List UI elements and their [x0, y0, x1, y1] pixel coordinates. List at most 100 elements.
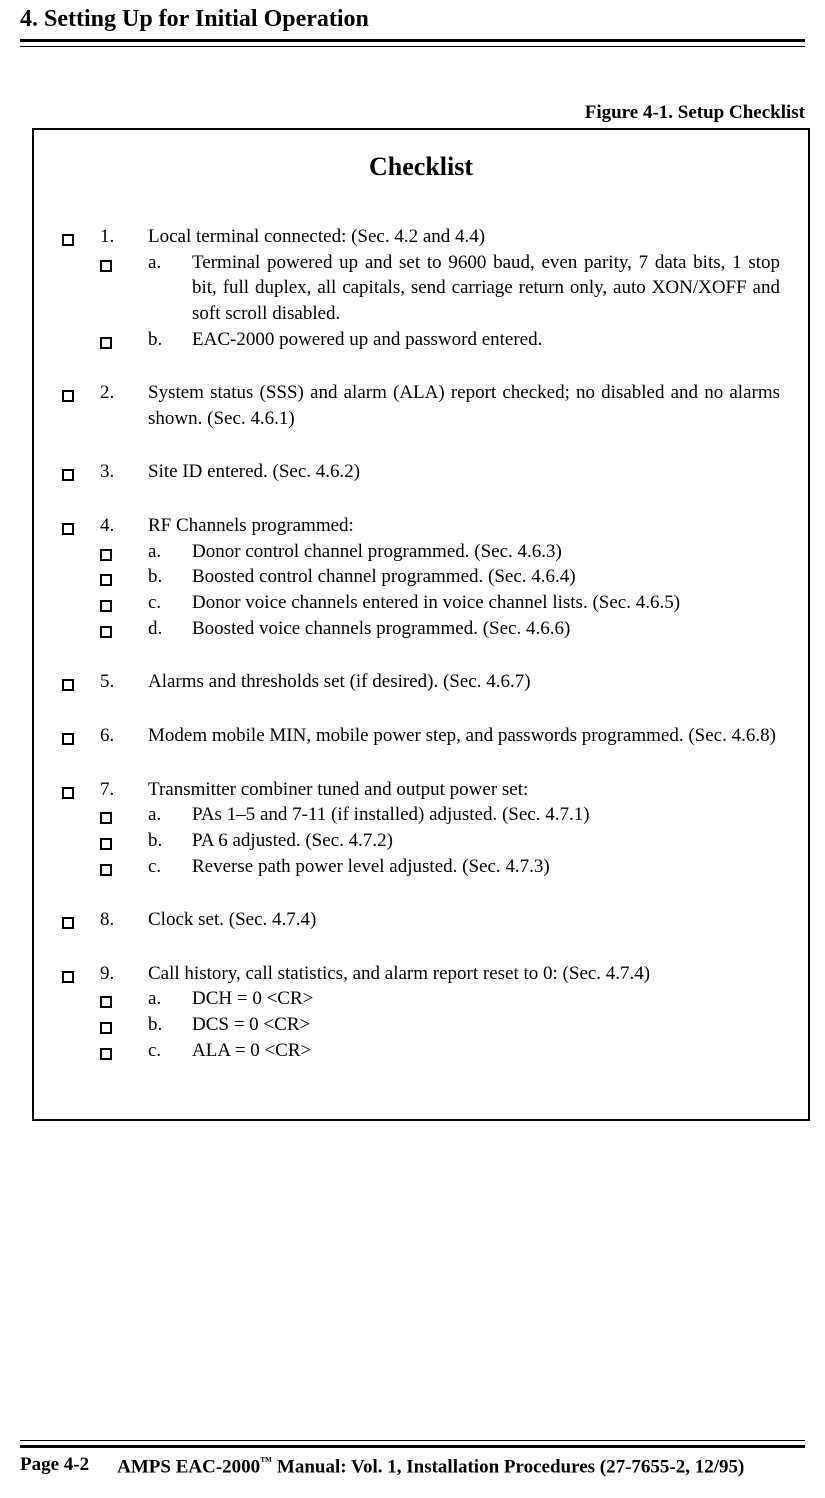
checkbox-icon[interactable] [100, 260, 112, 272]
subitem-letter: b. [148, 327, 192, 353]
checkbox-cell [62, 513, 100, 539]
checkbox-icon[interactable] [62, 234, 74, 246]
checklist-item: 9.Call history, call statistics, and ala… [62, 961, 780, 987]
checklist-item: 8.Clock set. (Sec. 4.7.4) [62, 907, 780, 933]
footer-text: Page 4-2 AMPS EAC-2000™ Manual: Vol. 1, … [20, 1454, 805, 1478]
checklist-item: 7.Transmitter combiner tuned and output … [62, 777, 780, 803]
subitem-letter: c. [148, 590, 192, 616]
checkbox-icon[interactable] [100, 549, 112, 561]
checkbox-icon[interactable] [62, 917, 74, 929]
checkbox-icon[interactable] [100, 812, 112, 824]
subitem-letter: a. [148, 250, 192, 276]
subitem-letter: b. [148, 1012, 192, 1038]
checkbox-icon[interactable] [62, 469, 74, 481]
checkbox-cell [100, 539, 148, 565]
subitem-letter: a. [148, 802, 192, 828]
checklist-subitem: a.Terminal powered up and set to 9600 ba… [62, 250, 780, 327]
item-number: 7. [100, 777, 148, 803]
checkbox-cell [100, 828, 148, 854]
checklist-item: 5.Alarms and thresholds set (if desired)… [62, 669, 780, 695]
checkbox-icon[interactable] [100, 996, 112, 1008]
item-text: Local terminal connected: (Sec. 4.2 and … [148, 224, 780, 250]
checkbox-icon[interactable] [100, 600, 112, 612]
checklist-subitem: c.Reverse path power level adjusted. (Se… [62, 854, 780, 880]
checkbox-cell [100, 802, 148, 828]
checkbox-cell [62, 380, 100, 406]
checklist-content: 1.Local terminal connected: (Sec. 4.2 an… [62, 224, 780, 1063]
checklist-item: 4.RF Channels programmed: [62, 513, 780, 539]
checkbox-cell [62, 669, 100, 695]
checkbox-icon[interactable] [100, 1048, 112, 1060]
subitem-text: Boosted control channel programmed. (Sec… [192, 564, 780, 590]
subitem-text: PA 6 adjusted. (Sec. 4.7.2) [192, 828, 780, 854]
subitem-letter: b. [148, 564, 192, 590]
section-header: 4. Setting Up for Initial Operation [20, 0, 805, 37]
page: 4. Setting Up for Initial Operation Figu… [0, 0, 825, 1498]
item-text: Alarms and thresholds set (if desired). … [148, 669, 780, 695]
item-number: 8. [100, 907, 148, 933]
checkbox-cell [100, 250, 148, 276]
checklist-item: 2.System status (SSS) and alarm (ALA) re… [62, 380, 780, 431]
header-rule [20, 39, 805, 47]
checkbox-icon[interactable] [100, 574, 112, 586]
checkbox-icon[interactable] [62, 390, 74, 402]
checklist-item: 1.Local terminal connected: (Sec. 4.2 an… [62, 224, 780, 250]
checklist-group: 9.Call history, call statistics, and ala… [62, 961, 780, 1064]
subitem-letter: c. [148, 854, 192, 880]
item-number: 3. [100, 459, 148, 485]
subitem-text: ALA = 0 <CR> [192, 1038, 780, 1064]
item-text: RF Channels programmed: [148, 513, 780, 539]
checkbox-icon[interactable] [62, 787, 74, 799]
checkbox-icon[interactable] [62, 523, 74, 535]
subitem-text: Boosted voice channels programmed. (Sec.… [192, 616, 780, 642]
checklist-subitem: b.DCS = 0 <CR> [62, 1012, 780, 1038]
checklist-title: Checklist [62, 152, 780, 182]
checklist-group: 5.Alarms and thresholds set (if desired)… [62, 669, 780, 695]
checkbox-cell [62, 723, 100, 749]
checklist-subitem: c.Donor voice channels entered in voice … [62, 590, 780, 616]
item-number: 4. [100, 513, 148, 539]
checklist-group: 3.Site ID entered. (Sec. 4.6.2) [62, 459, 780, 485]
figure-caption: Figure 4-1. Setup Checklist [20, 102, 805, 124]
subitem-letter: b. [148, 828, 192, 854]
checkbox-icon[interactable] [62, 971, 74, 983]
subitem-letter: a. [148, 539, 192, 565]
checkbox-cell [100, 327, 148, 353]
checkbox-cell [62, 459, 100, 485]
checklist-subitem: c.ALA = 0 <CR> [62, 1038, 780, 1064]
checkbox-icon[interactable] [100, 838, 112, 850]
item-number: 1. [100, 224, 148, 250]
checkbox-icon[interactable] [62, 679, 74, 691]
checklist-item: 3.Site ID entered. (Sec. 4.6.2) [62, 459, 780, 485]
checkbox-cell [100, 1038, 148, 1064]
item-text: System status (SSS) and alarm (ALA) repo… [148, 380, 780, 431]
checklist-box: Checklist 1.Local terminal connected: (S… [32, 128, 810, 1121]
subitem-letter: a. [148, 986, 192, 1012]
checkbox-cell [62, 961, 100, 987]
checkbox-cell [62, 907, 100, 933]
checkbox-icon[interactable] [100, 864, 112, 876]
footer-rule [20, 1440, 805, 1448]
checkbox-icon[interactable] [100, 337, 112, 349]
footer-page: Page 4-2 [20, 1454, 89, 1478]
item-number: 5. [100, 669, 148, 695]
subitem-letter: d. [148, 616, 192, 642]
checklist-subitem: a.PAs 1–5 and 7-11 (if installed) adjust… [62, 802, 780, 828]
item-text: Transmitter combiner tuned and output po… [148, 777, 780, 803]
subitem-text: Terminal powered up and set to 9600 baud… [192, 250, 780, 327]
checklist-group: 1.Local terminal connected: (Sec. 4.2 an… [62, 224, 780, 352]
checkbox-icon[interactable] [100, 626, 112, 638]
subitem-text: Donor voice channels entered in voice ch… [192, 590, 780, 616]
checkbox-icon[interactable] [100, 1022, 112, 1034]
checklist-subitem: a.DCH = 0 <CR> [62, 986, 780, 1012]
checkbox-icon[interactable] [62, 733, 74, 745]
item-number: 9. [100, 961, 148, 987]
checkbox-cell [100, 564, 148, 590]
checklist-item: 6.Modem mobile MIN, mobile power step, a… [62, 723, 780, 749]
footer-manual: AMPS EAC-2000™ Manual: Vol. 1, Installat… [117, 1454, 744, 1478]
checkbox-cell [62, 777, 100, 803]
item-text: Call history, call statistics, and alarm… [148, 961, 780, 987]
checklist-group: 7.Transmitter combiner tuned and output … [62, 777, 780, 880]
checkbox-cell [100, 590, 148, 616]
checklist-subitem: b.EAC-2000 powered up and password enter… [62, 327, 780, 353]
